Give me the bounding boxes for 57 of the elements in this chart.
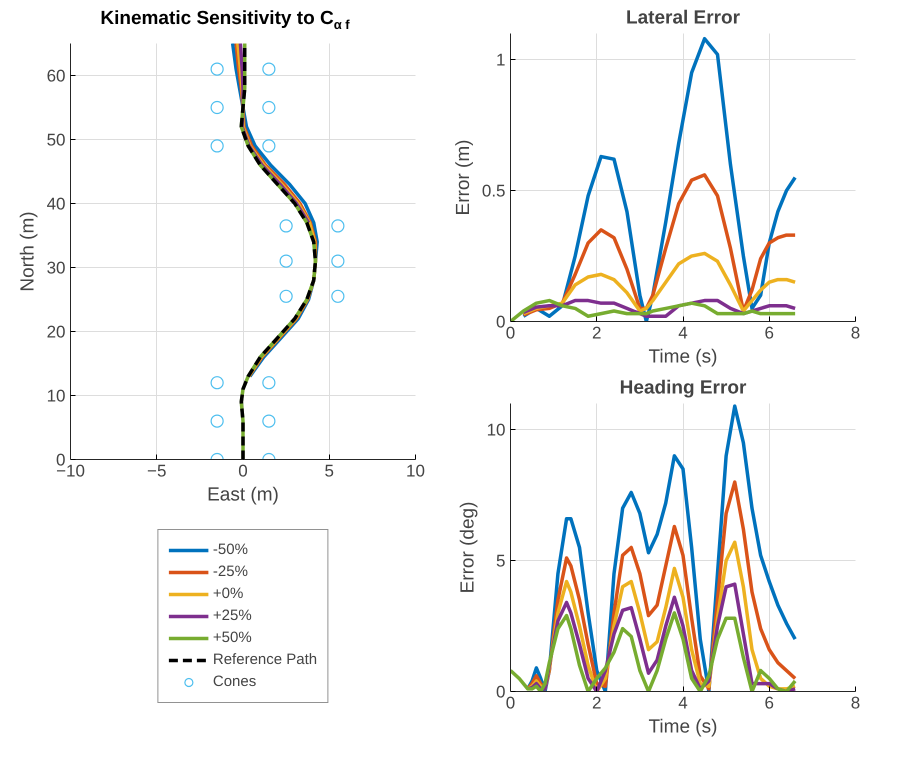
point: [280, 219, 293, 232]
chart-title: Kinematic Sensitivity to C$_{α f}$: [100, 7, 350, 34]
legend-label: Reference Path: [212, 650, 318, 668]
point: [262, 414, 276, 428]
legend-label: -25%: [212, 562, 248, 580]
line-series: [510, 611, 797, 692]
legend-label: -50%: [212, 540, 248, 558]
point: [210, 139, 224, 152]
chart-title: Heading Error: [620, 378, 747, 398]
legend-label: Cones: [212, 672, 256, 690]
y-tick-label: 1: [496, 50, 506, 70]
y-axis-title: North (m): [18, 211, 39, 292]
point: [210, 62, 224, 76]
line-series: [522, 173, 797, 317]
x-tick-label: 4: [678, 694, 688, 712]
legend-label: +25%: [212, 606, 252, 624]
y-axis-title: Error (m): [452, 140, 474, 216]
x-tick-label: 8: [850, 694, 860, 712]
x-tick-label: 8: [850, 324, 860, 342]
point: [262, 139, 276, 152]
x-axis-title: Time (s): [648, 716, 718, 738]
point: [280, 254, 293, 268]
point: [280, 290, 293, 303]
point: [331, 219, 344, 232]
x-tick-label: −5: [147, 462, 166, 480]
x-axis-title: Time (s): [648, 346, 718, 368]
legend-label: +0%: [212, 584, 244, 602]
x-axis-title: East (m): [207, 484, 279, 506]
x-tick-label: 4: [678, 324, 688, 342]
y-tick-label: 5: [496, 552, 506, 571]
x-tick-label: 0: [238, 462, 248, 480]
x-tick-label: 2: [592, 324, 602, 342]
x-tick-label: 10: [406, 462, 425, 480]
x-tick-label: 6: [764, 324, 774, 342]
y-tick-label: 0.5: [482, 182, 506, 201]
y-axis-title: Error (deg): [458, 502, 479, 594]
y-tick-label: 10: [46, 386, 66, 406]
legend-label: +50%: [212, 628, 252, 646]
y-tick-label: 30: [46, 258, 66, 278]
x-tick-label: 2: [592, 694, 602, 712]
point: [331, 254, 344, 268]
y-tick-label: 40: [46, 194, 66, 214]
y-tick-label: 20: [46, 322, 66, 342]
x-tick-label: 5: [324, 462, 334, 480]
y-tick-label: 50: [46, 130, 66, 150]
point: [262, 62, 276, 76]
y-tick-label: 10: [486, 420, 506, 440]
point: [262, 100, 276, 114]
y-tick-label: 60: [46, 66, 66, 86]
point: [331, 290, 344, 303]
point: [262, 376, 276, 390]
line-series: [510, 298, 797, 322]
point: [210, 414, 224, 428]
chart-title: Lateral Error: [626, 8, 741, 28]
x-tick-label: 6: [764, 694, 774, 712]
point: [210, 100, 224, 114]
point: [210, 376, 224, 390]
